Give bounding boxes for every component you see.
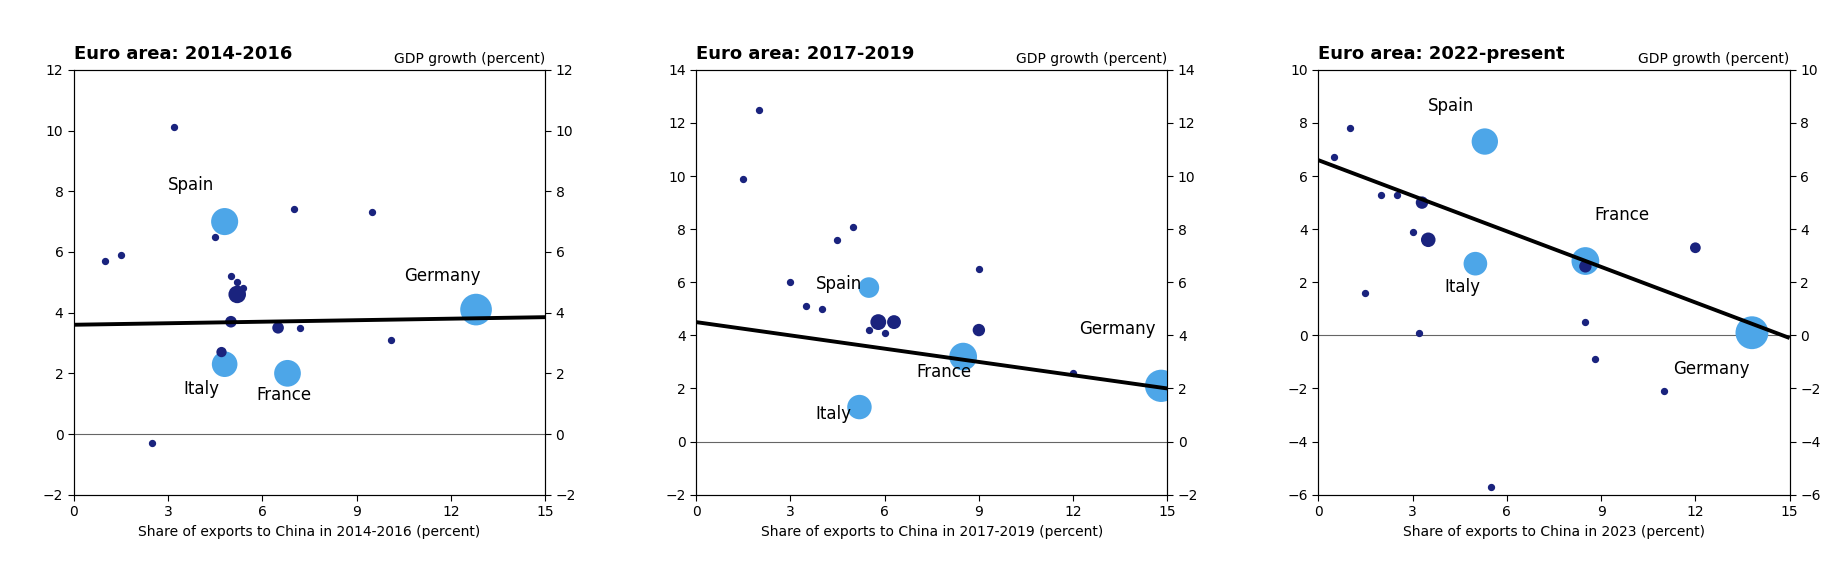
Point xyxy=(223,278,253,287)
Point xyxy=(210,217,240,226)
Point xyxy=(1570,317,1600,327)
Point xyxy=(1470,137,1500,146)
Point xyxy=(207,347,236,357)
Point xyxy=(863,317,893,327)
Point xyxy=(201,232,231,242)
Point xyxy=(854,283,884,292)
Point xyxy=(823,235,852,244)
Point xyxy=(376,335,406,345)
Point xyxy=(1351,288,1380,297)
Text: GDP growth (percent): GDP growth (percent) xyxy=(1638,52,1790,66)
Point xyxy=(216,272,245,281)
Point xyxy=(216,317,245,327)
Point xyxy=(854,325,884,335)
Point xyxy=(744,105,773,114)
Point xyxy=(1059,368,1089,377)
Point xyxy=(286,323,315,332)
Point xyxy=(838,222,867,231)
Point xyxy=(1382,190,1411,199)
Point xyxy=(1461,259,1491,268)
X-axis label: Share of exports to China in 2023 (percent): Share of exports to China in 2023 (perce… xyxy=(1402,524,1705,539)
Point xyxy=(210,360,240,369)
Point xyxy=(806,304,836,314)
Point xyxy=(1570,257,1600,266)
Text: Germany: Germany xyxy=(404,267,480,285)
Text: Spain: Spain xyxy=(1428,97,1474,115)
Point xyxy=(845,402,875,411)
Point xyxy=(1649,386,1679,396)
Text: Germany: Germany xyxy=(1673,360,1749,378)
Point xyxy=(729,174,758,183)
Point xyxy=(279,205,308,214)
Point xyxy=(161,123,190,132)
Text: France: France xyxy=(256,386,312,404)
Point xyxy=(965,325,994,335)
X-axis label: Share of exports to China in 2017-2019 (percent): Share of exports to China in 2017-2019 (… xyxy=(760,524,1103,539)
Point xyxy=(775,278,804,287)
Point xyxy=(1681,243,1710,253)
Point xyxy=(1336,123,1365,133)
Text: Germany: Germany xyxy=(1079,320,1157,338)
Point xyxy=(1570,262,1600,271)
Point xyxy=(273,368,303,378)
Text: France: France xyxy=(1594,206,1649,224)
Point xyxy=(107,250,137,260)
Point xyxy=(1367,190,1397,199)
Point xyxy=(948,352,978,361)
Text: Euro area: 2017-2019: Euro area: 2017-2019 xyxy=(696,45,915,63)
Text: GDP growth (percent): GDP growth (percent) xyxy=(1017,52,1168,66)
Point xyxy=(223,290,253,299)
Point xyxy=(1404,328,1434,338)
Text: Spain: Spain xyxy=(815,275,862,293)
Point xyxy=(1399,227,1428,236)
Text: Euro area: 2014-2016: Euro area: 2014-2016 xyxy=(74,45,292,63)
Point xyxy=(1319,153,1349,162)
Point xyxy=(1413,235,1443,244)
Point xyxy=(90,257,120,266)
Point xyxy=(1476,482,1506,491)
Text: GDP growth (percent): GDP growth (percent) xyxy=(395,52,544,66)
Point xyxy=(965,264,994,274)
X-axis label: Share of exports to China in 2014-2016 (percent): Share of exports to China in 2014-2016 (… xyxy=(138,524,480,539)
Text: Spain: Spain xyxy=(168,176,214,194)
Point xyxy=(358,208,387,217)
Text: France: France xyxy=(915,363,970,381)
Point xyxy=(880,317,910,327)
Point xyxy=(461,305,491,314)
Point xyxy=(1146,381,1175,391)
Text: Italy: Italy xyxy=(184,379,220,398)
Point xyxy=(792,301,821,311)
Point xyxy=(869,328,899,338)
Text: Italy: Italy xyxy=(815,405,851,423)
Point xyxy=(229,283,258,293)
Text: Euro area: 2022-present: Euro area: 2022-present xyxy=(1319,45,1565,63)
Point xyxy=(138,438,168,448)
Point xyxy=(1579,354,1609,364)
Point xyxy=(1408,198,1437,207)
Point xyxy=(264,323,293,332)
Point xyxy=(1738,328,1768,338)
Text: Italy: Italy xyxy=(1445,278,1480,296)
